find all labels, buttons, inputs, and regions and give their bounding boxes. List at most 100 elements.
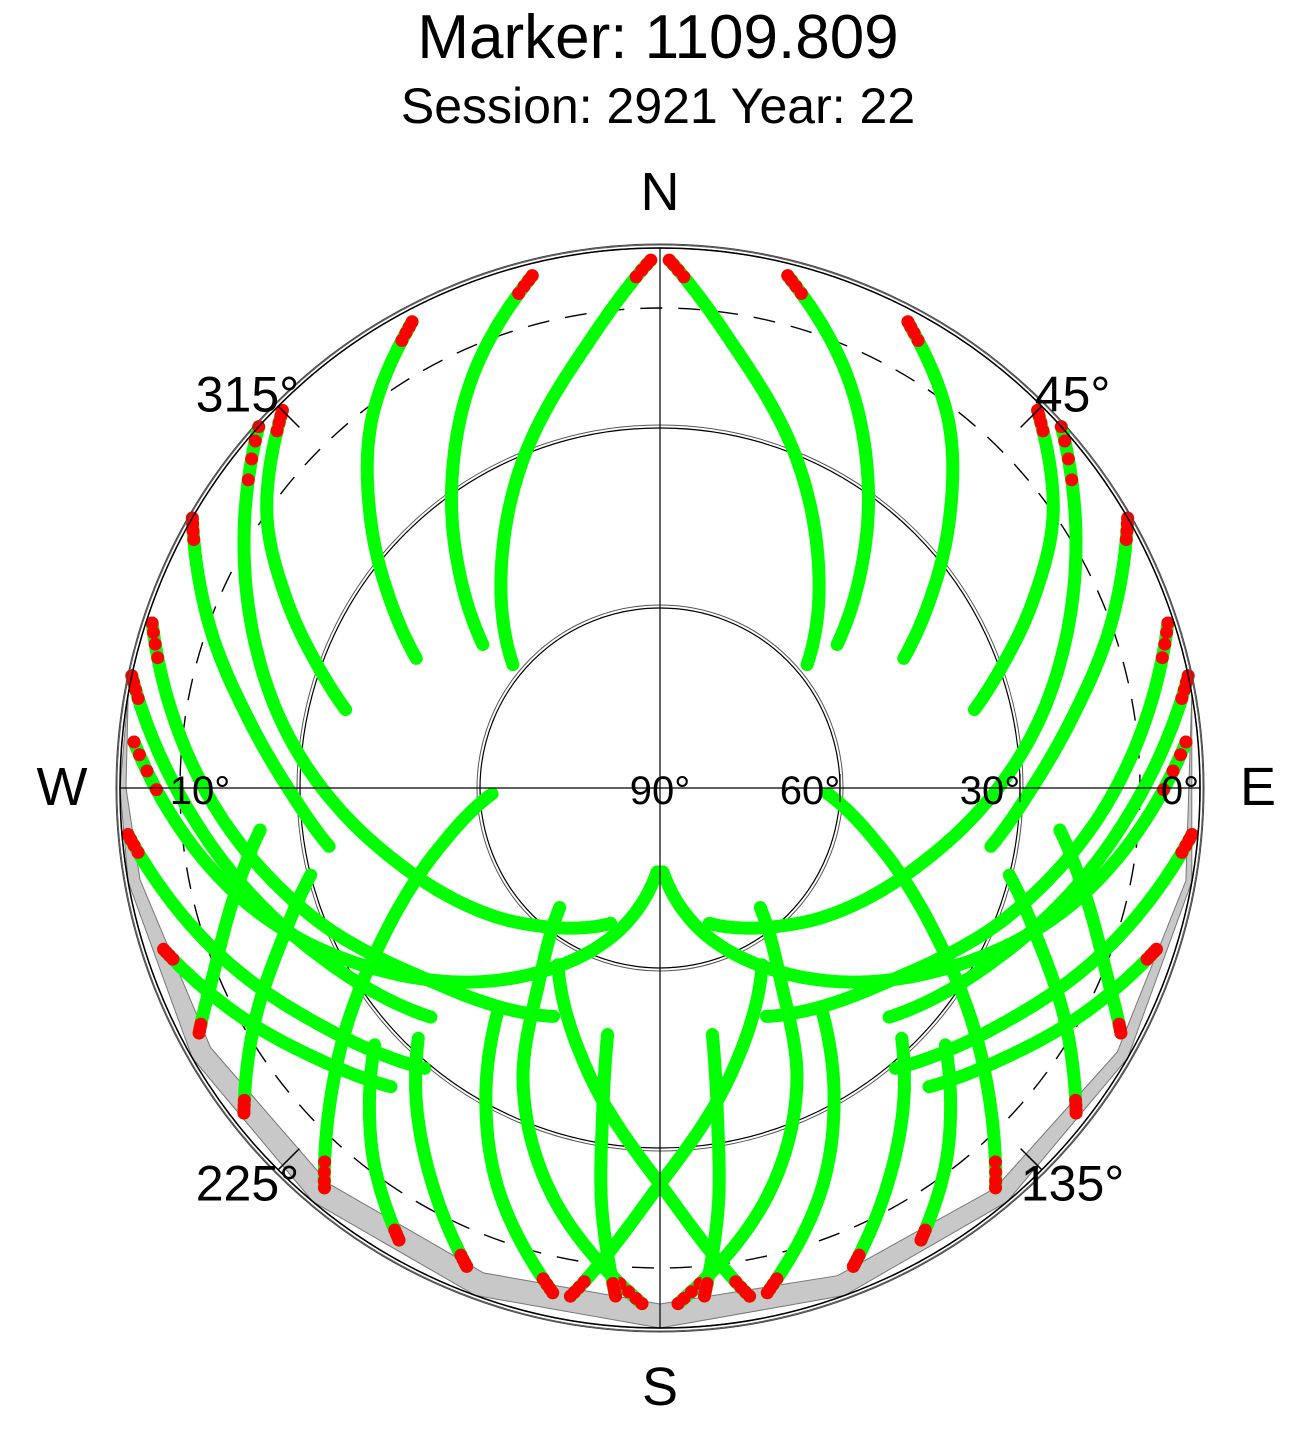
track-line [125, 669, 438, 1024]
azimuth-tick-225 [277, 1148, 300, 1171]
track-endpoint-marker [989, 1165, 1003, 1179]
azimuth-tick-315 [277, 405, 300, 428]
satellite-track-15 [656, 735, 1193, 989]
track-endpoint-marker [1179, 735, 1193, 749]
satellite-track-2 [494, 253, 658, 672]
track-endpoint-marker [1112, 1017, 1126, 1031]
track-endpoint-marker [131, 845, 145, 859]
elevation-label-60: 60° [780, 769, 841, 813]
satellite-track-10 [185, 511, 336, 853]
horizon-ring [119, 247, 1201, 1329]
track-endpoint-marker [606, 1277, 620, 1291]
satellite-track-11 [760, 616, 1175, 1023]
azimuth-label-45: 45° [1035, 366, 1111, 422]
satellite-track-20 [157, 942, 398, 1094]
track-endpoint-marker [911, 333, 925, 347]
track-endpoint-marker [1175, 691, 1189, 705]
satellite-track-40 [563, 958, 769, 1303]
track-endpoint-marker [770, 1272, 784, 1286]
track-line [760, 1004, 841, 1300]
azimuth-tick-135 [1020, 1148, 1043, 1171]
satellite-tracks [121, 253, 1199, 1311]
track-endpoint-marker [237, 1093, 251, 1107]
track-endpoint-marker [512, 287, 526, 301]
track-endpoint-marker [151, 651, 165, 665]
track-line [494, 253, 658, 672]
east-label: E [1240, 757, 1276, 817]
satellite-track-30 [409, 1031, 474, 1273]
elevation-label-0: 0° [1161, 769, 1199, 813]
track-line [479, 1004, 560, 1300]
track-endpoint-marker [127, 735, 141, 749]
track-endpoint-marker [166, 952, 180, 966]
track-line [984, 511, 1135, 853]
satellite-track-9 [984, 511, 1135, 853]
satellite-track-39 [551, 958, 757, 1303]
track-endpoint-marker [852, 1248, 866, 1262]
satellite-track-34 [317, 787, 499, 1195]
polar-axes [115, 243, 1205, 1333]
track-line [551, 958, 757, 1303]
track-endpoint-marker [1155, 651, 1169, 665]
satellite-track-12 [145, 616, 560, 1023]
track-line [409, 1031, 474, 1273]
azimuth-label-135: 135° [1021, 1156, 1124, 1212]
north-label: N [641, 162, 680, 222]
polar-labels: N S W E 45° 135° 225° 315° 0° 30° 60° 90° 10° [37, 162, 1277, 1417]
track-endpoint-marker [149, 783, 163, 797]
track-line [671, 901, 804, 1311]
satellite-track-8 [260, 403, 353, 717]
track-line [897, 315, 960, 665]
south-label: S [642, 1357, 678, 1417]
track-line [185, 511, 336, 853]
satellite-track-22 [237, 420, 618, 935]
track-endpoint-marker [194, 1017, 208, 1031]
azimuth-label-225: 225° [196, 1156, 299, 1212]
satellite-track-37 [1053, 823, 1128, 1040]
track-endpoint-marker [241, 473, 255, 487]
satellite-track-3 [781, 269, 875, 651]
track-endpoint-marker [1161, 616, 1175, 630]
satellite-track-33 [821, 787, 1003, 1195]
west-label: W [37, 757, 88, 817]
track-endpoint-marker [1157, 783, 1171, 797]
track-endpoint-marker [684, 1285, 698, 1299]
satellite-track-31 [914, 1038, 958, 1247]
satellite-track-5 [897, 315, 960, 665]
track-endpoint-marker [1058, 434, 1072, 448]
track-endpoint-marker [629, 270, 643, 284]
track-line [362, 1038, 406, 1247]
satellite-track-38 [192, 823, 267, 1040]
track-endpoint-marker [388, 1223, 402, 1237]
track-endpoint-marker [140, 764, 154, 778]
track-line [922, 942, 1163, 1094]
track-endpoint-marker [146, 625, 160, 639]
track-line [445, 269, 539, 651]
track-line [145, 616, 560, 1023]
track-line [662, 253, 826, 672]
track-endpoint-marker [1160, 625, 1174, 639]
track-line [192, 823, 267, 1040]
track-line [821, 787, 1003, 1195]
track-endpoint-marker [187, 533, 201, 547]
track-endpoint-marker [794, 287, 808, 301]
track-endpoint-marker [131, 691, 145, 705]
azimuth-label-315: 315° [196, 366, 299, 422]
satellite-track-1 [662, 253, 826, 672]
track-endpoint-marker [1061, 452, 1075, 466]
satellite-track-6 [360, 315, 423, 665]
track-endpoint-marker [1140, 952, 1154, 966]
track-line [760, 616, 1175, 1023]
elevation-label-30: 30° [960, 769, 1021, 813]
track-endpoint-marker [729, 1275, 743, 1289]
track-endpoint-marker [454, 1248, 468, 1262]
track-line [260, 403, 353, 717]
elevation-label-90: 90° [630, 769, 691, 813]
track-endpoint-marker [245, 452, 259, 466]
track-endpoint-marker [1175, 845, 1189, 859]
chart-subtitle: Session: 2921 Year: 22 [400, 78, 916, 134]
track-endpoint-marker [270, 424, 284, 438]
satellite-track-25 [760, 1004, 841, 1300]
satellite-track-23 [671, 901, 804, 1311]
track-endpoint-marker [918, 1223, 932, 1237]
